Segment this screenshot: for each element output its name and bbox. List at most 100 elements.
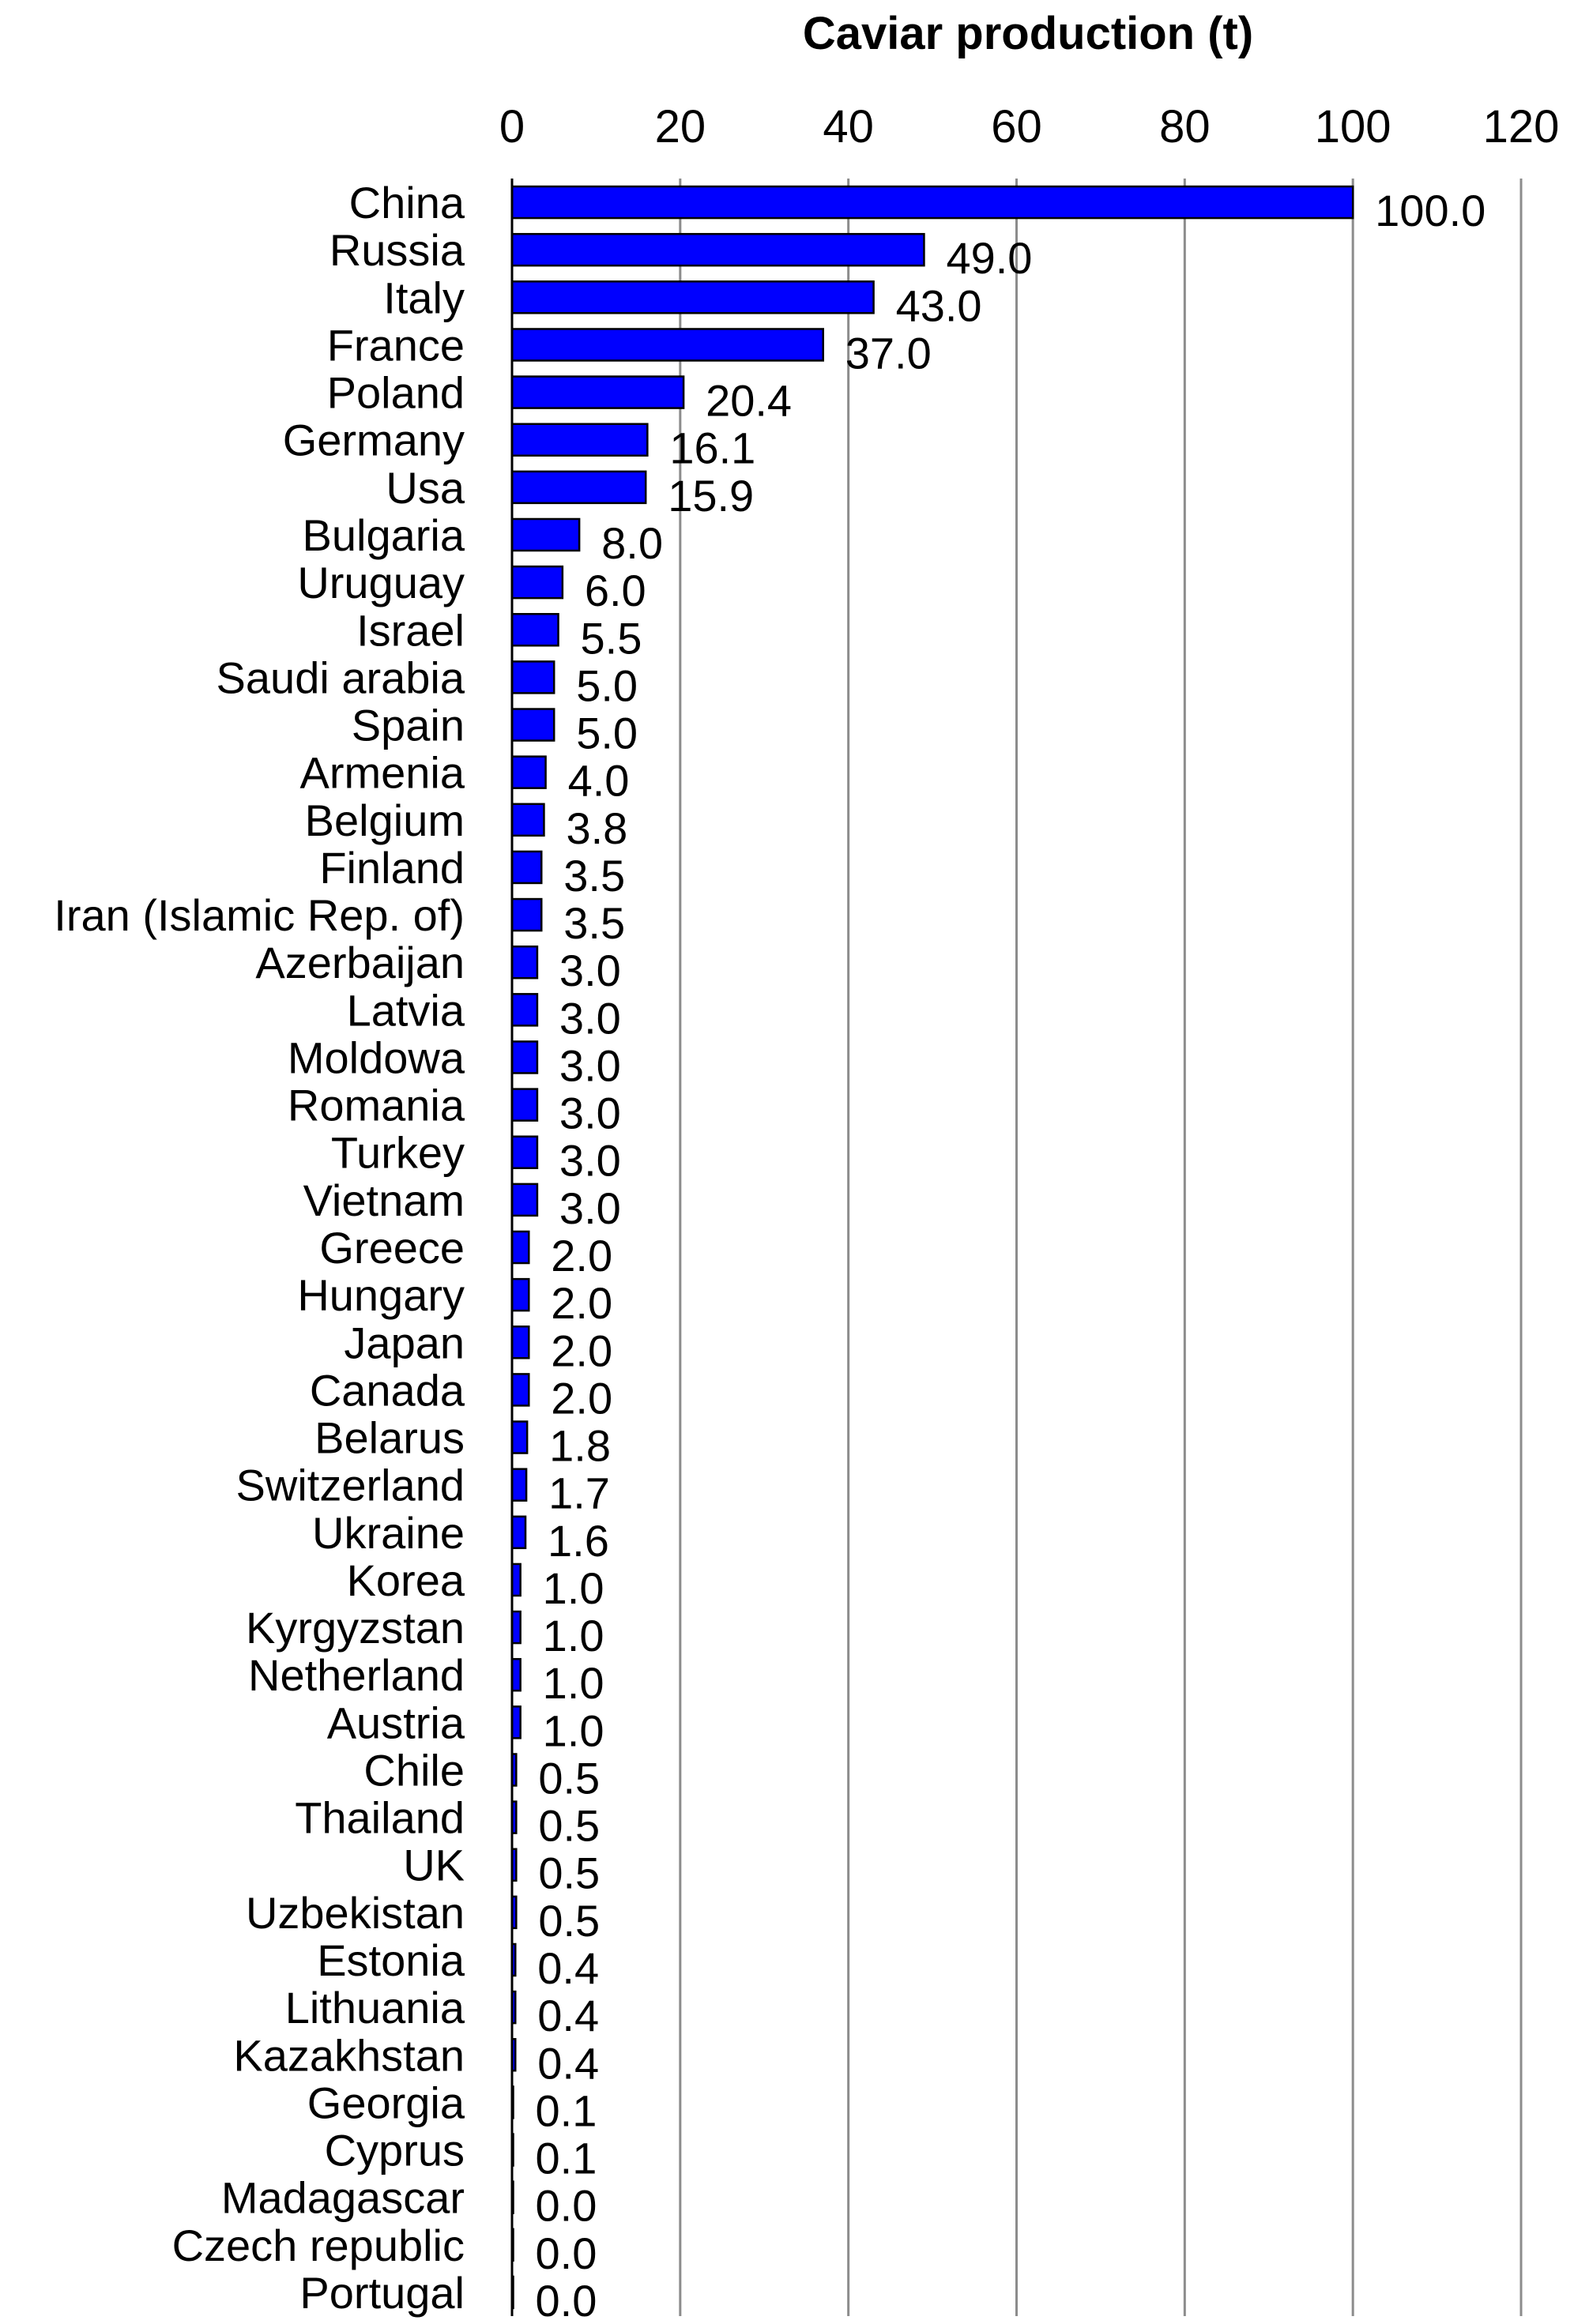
- data-labels: 100.049.043.037.020.416.115.98.06.05.55.…: [536, 186, 1486, 2324]
- x-tick-label-100: 100: [1315, 101, 1391, 152]
- data-label-38: 0.4: [537, 1991, 599, 2040]
- data-label-37: 0.4: [537, 1943, 599, 1993]
- data-label-14: 3.5: [563, 851, 625, 901]
- data-label-35: 0.5: [538, 1848, 600, 1898]
- category-label-4: Poland: [327, 368, 465, 418]
- data-label-21: 3.0: [559, 1183, 621, 1233]
- bar-21: [510, 1183, 539, 1217]
- bar-29: [510, 1562, 522, 1597]
- category-label-40: Georgia: [307, 2078, 465, 2127]
- data-label-24: 2.0: [551, 1326, 612, 1375]
- data-label-32: 1.0: [543, 1705, 604, 1755]
- category-label-17: Latvia: [347, 985, 465, 1035]
- data-label-40: 0.1: [536, 2085, 597, 2135]
- bar-31: [510, 1657, 522, 1692]
- category-label-8: Uruguay: [297, 558, 465, 607]
- bar-28: [510, 1515, 527, 1550]
- category-label-5: Germany: [283, 416, 465, 465]
- data-label-44: 0.0: [536, 2276, 597, 2324]
- bar-8: [510, 565, 564, 600]
- category-label-23: Hungary: [297, 1270, 465, 1320]
- data-label-16: 3.0: [559, 946, 621, 995]
- data-label-29: 1.0: [543, 1563, 604, 1613]
- data-label-27: 1.7: [548, 1468, 610, 1518]
- category-label-28: Ukraine: [312, 1508, 465, 1558]
- data-label-39: 0.4: [537, 2038, 599, 2088]
- category-label-18: Moldowa: [288, 1032, 465, 1082]
- category-labels: ChinaRussiaItalyFrancePolandGermanyUsaBu…: [54, 178, 465, 2318]
- bar-23: [510, 1277, 530, 1312]
- category-label-22: Greece: [319, 1223, 465, 1273]
- category-label-2: Italy: [383, 273, 465, 322]
- data-label-3: 37.0: [845, 328, 932, 378]
- data-label-30: 1.0: [543, 1611, 604, 1660]
- data-label-4: 20.4: [706, 376, 792, 426]
- x-tick-labels: 0 20 40 60 80 100 120: [499, 101, 1560, 152]
- category-label-13: Belgium: [305, 795, 465, 845]
- data-label-26: 1.8: [549, 1421, 611, 1471]
- bar-13: [510, 803, 545, 837]
- bar-10: [510, 660, 555, 694]
- bar-12: [510, 755, 547, 789]
- bar-32: [510, 1705, 522, 1739]
- category-label-30: Kyrgyzstan: [246, 1603, 465, 1653]
- data-label-8: 6.0: [585, 566, 646, 615]
- category-label-39: Kazakhstan: [233, 2030, 465, 2080]
- data-label-15: 3.5: [563, 898, 625, 948]
- category-label-29: Korea: [347, 1555, 465, 1605]
- category-label-41: Cyprus: [325, 2126, 465, 2175]
- category-label-6: Usa: [386, 463, 465, 513]
- category-label-11: Spain: [352, 701, 465, 750]
- data-label-12: 4.0: [568, 756, 630, 806]
- category-label-43: Czech republic: [172, 2221, 465, 2270]
- data-label-43: 0.0: [536, 2228, 597, 2278]
- category-label-20: Turkey: [331, 1128, 465, 1178]
- bar-1: [510, 232, 925, 267]
- data-label-11: 5.0: [576, 709, 638, 758]
- data-label-17: 3.0: [559, 993, 621, 1043]
- data-label-10: 5.0: [576, 660, 638, 710]
- category-label-15: Iran (Islamic Rep. of): [54, 890, 465, 940]
- data-label-13: 3.8: [566, 803, 627, 853]
- bar-25: [510, 1373, 530, 1407]
- data-label-0: 100.0: [1375, 186, 1486, 235]
- category-label-32: Austria: [327, 1698, 465, 1747]
- data-label-41: 0.1: [536, 2134, 597, 2183]
- category-label-27: Switzerland: [236, 1461, 465, 1510]
- bar-3: [510, 328, 824, 362]
- data-label-33: 0.5: [538, 1753, 600, 1803]
- x-tick-label-0: 0: [499, 101, 525, 152]
- bar-19: [510, 1088, 539, 1122]
- category-label-37: Estonia: [317, 1935, 465, 1985]
- data-label-5: 16.1: [669, 423, 755, 473]
- data-label-25: 2.0: [551, 1373, 612, 1423]
- category-label-36: Uzbekistan: [246, 1888, 465, 1938]
- category-label-25: Canada: [310, 1365, 465, 1415]
- x-tick-label-40: 40: [823, 101, 874, 152]
- data-label-34: 0.5: [538, 1801, 600, 1851]
- category-label-21: Vietnam: [303, 1175, 465, 1225]
- bars: [510, 185, 1354, 2310]
- data-label-22: 2.0: [551, 1231, 612, 1280]
- category-label-34: Thailand: [295, 1793, 465, 1843]
- data-label-31: 1.0: [543, 1658, 604, 1708]
- category-label-0: China: [349, 178, 465, 228]
- bar-15: [510, 897, 543, 932]
- bar-26: [510, 1420, 529, 1454]
- category-label-19: Romania: [288, 1081, 465, 1130]
- category-label-26: Belarus: [314, 1413, 465, 1463]
- bar-9: [510, 613, 559, 647]
- data-label-36: 0.5: [538, 1896, 600, 1946]
- data-label-18: 3.0: [559, 1040, 621, 1090]
- category-label-35: UK: [403, 1841, 465, 1890]
- bar-18: [510, 1040, 539, 1074]
- bar-6: [510, 470, 647, 505]
- category-label-42: Madagascar: [221, 2173, 465, 2223]
- bar-16: [510, 945, 539, 980]
- data-label-19: 3.0: [559, 1089, 621, 1138]
- bar-7: [510, 517, 581, 552]
- category-label-12: Armenia: [299, 748, 465, 798]
- x-tick-label-60: 60: [991, 101, 1042, 152]
- category-label-10: Saudi arabia: [217, 652, 465, 702]
